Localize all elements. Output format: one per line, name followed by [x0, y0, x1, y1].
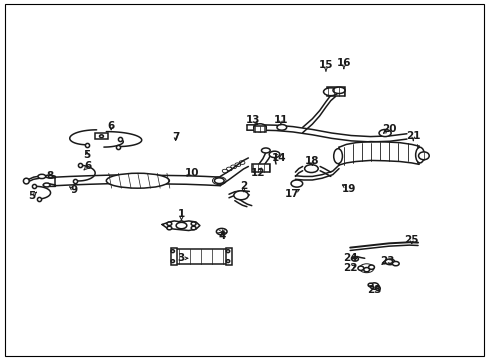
Text: 1: 1: [178, 209, 185, 219]
Ellipse shape: [290, 180, 302, 187]
Text: 23: 23: [380, 256, 394, 266]
Bar: [95, 133, 107, 139]
Ellipse shape: [171, 250, 174, 253]
Ellipse shape: [378, 130, 390, 136]
Ellipse shape: [233, 191, 248, 200]
Ellipse shape: [368, 265, 374, 269]
Text: 14: 14: [271, 153, 286, 163]
Text: 22: 22: [342, 263, 357, 273]
Text: 15: 15: [318, 60, 332, 71]
Ellipse shape: [100, 135, 103, 138]
Ellipse shape: [367, 283, 372, 287]
Text: 24: 24: [342, 253, 357, 262]
Ellipse shape: [191, 226, 196, 230]
Ellipse shape: [276, 125, 286, 130]
Text: 9: 9: [70, 185, 77, 195]
Text: 11: 11: [273, 114, 287, 125]
Ellipse shape: [176, 222, 186, 229]
Ellipse shape: [385, 259, 394, 265]
Ellipse shape: [179, 221, 183, 225]
Ellipse shape: [357, 266, 363, 270]
Text: 3: 3: [177, 253, 184, 263]
Text: 18: 18: [305, 157, 319, 166]
Ellipse shape: [214, 178, 224, 184]
Text: 4: 4: [219, 231, 226, 241]
Text: 16: 16: [336, 58, 350, 68]
Ellipse shape: [375, 287, 380, 290]
Ellipse shape: [23, 178, 29, 184]
Ellipse shape: [351, 257, 358, 261]
Ellipse shape: [216, 228, 226, 235]
Ellipse shape: [106, 173, 169, 188]
Text: 17: 17: [284, 189, 299, 198]
Bar: [225, 248, 231, 265]
Ellipse shape: [166, 226, 171, 230]
Bar: [174, 249, 227, 264]
Ellipse shape: [415, 147, 424, 163]
Text: 20: 20: [381, 125, 395, 135]
Ellipse shape: [166, 222, 171, 226]
Text: 7: 7: [172, 132, 179, 141]
Ellipse shape: [191, 222, 196, 226]
Text: 8: 8: [46, 171, 53, 181]
Ellipse shape: [323, 88, 337, 96]
Ellipse shape: [261, 148, 270, 153]
Ellipse shape: [304, 165, 318, 172]
Text: 5: 5: [28, 191, 36, 201]
Ellipse shape: [418, 152, 428, 160]
Ellipse shape: [171, 260, 174, 262]
Bar: [251, 164, 270, 172]
Text: 21: 21: [405, 131, 420, 140]
Ellipse shape: [226, 250, 229, 253]
Text: 19: 19: [341, 184, 355, 194]
Text: 10: 10: [184, 168, 199, 178]
Ellipse shape: [391, 261, 398, 266]
Ellipse shape: [333, 149, 342, 164]
Text: 6: 6: [107, 121, 115, 131]
Text: 5: 5: [83, 150, 90, 160]
Ellipse shape: [359, 264, 373, 273]
Bar: [170, 248, 176, 265]
Ellipse shape: [369, 283, 378, 289]
Ellipse shape: [363, 267, 369, 272]
Text: 2: 2: [240, 181, 246, 192]
Bar: [254, 126, 265, 132]
Ellipse shape: [38, 174, 45, 179]
Ellipse shape: [332, 87, 345, 94]
Text: 6: 6: [84, 161, 92, 171]
Bar: [326, 87, 345, 96]
Text: 23: 23: [366, 285, 381, 294]
Text: 13: 13: [245, 114, 260, 125]
Ellipse shape: [226, 260, 229, 262]
Text: 12: 12: [250, 168, 265, 178]
Ellipse shape: [253, 124, 266, 132]
Ellipse shape: [43, 183, 50, 187]
Text: 25: 25: [404, 235, 418, 245]
Ellipse shape: [269, 151, 279, 158]
